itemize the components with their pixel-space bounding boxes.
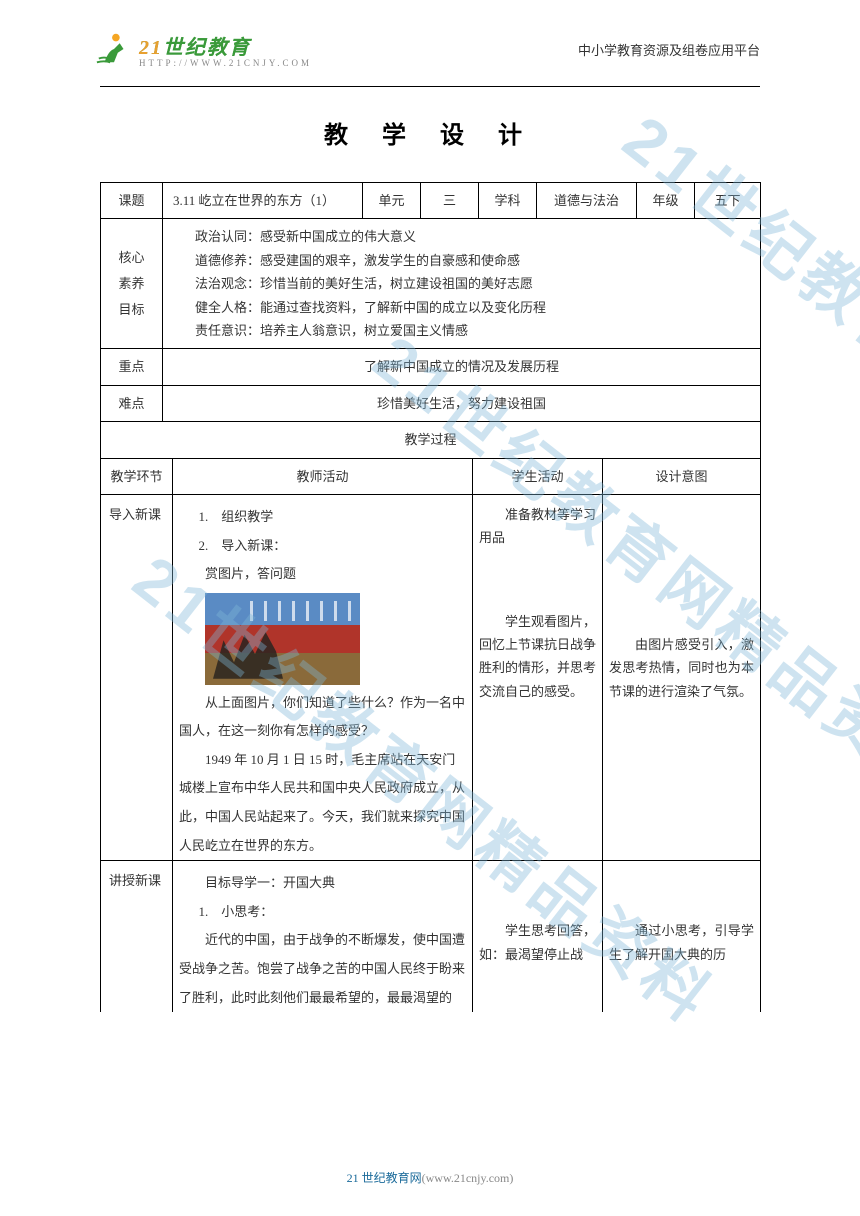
student-line: 学生观看图片，回忆上节课抗日战争胜利的情形，并思考交流自己的感受。 xyxy=(479,610,596,704)
col-teacher: 教师活动 xyxy=(173,459,473,495)
teacher-line: 1. 小思考： xyxy=(179,898,466,927)
cell-subject-value: 道德与法治 xyxy=(537,183,637,219)
header-subtitle: 中小学教育资源及组卷应用平台 xyxy=(578,40,760,59)
footer-brand: 21 世纪教育网 xyxy=(347,1171,422,1185)
teacher-line: 1949 年 10 月 1 日 15 时，毛主席站在天安门城楼上宣布中华人民共和… xyxy=(179,746,466,860)
cell-grade-value: 五下 xyxy=(695,183,761,219)
intent-line: 通过小思考，引导学生了解开国大典的历 xyxy=(609,919,754,966)
table-row: 导入新课 1. 组织教学 2. 导入新课： 赏图片，答问题 从上面图片，你们知道… xyxy=(101,494,761,860)
lesson-plan-table: 课题 3.11 屹立在世界的东方（1） 单元 三 学科 道德与法治 年级 五下 … xyxy=(100,182,761,459)
stage-teach: 讲授新课 xyxy=(101,861,173,1012)
runner-icon xyxy=(95,30,133,68)
teacher-line: 近代的中国，由于战争的不断爆发，使中国遭受战争之苦。饱尝了战争之苦的中国人民终于… xyxy=(179,926,466,1012)
table-row: 教学过程 xyxy=(101,422,761,458)
cell-difficulty-label: 难点 xyxy=(101,385,163,421)
cell-difficulty-value: 珍惜美好生活，努力建设祖国 xyxy=(163,385,761,421)
teacher-line: 从上面图片，你们知道了些什么？作为一名中国人，在这一刻你有怎样的感受？ xyxy=(179,689,466,746)
page-title: 教 学 设 计 xyxy=(0,115,860,150)
cell-core-label: 核心 素养 目标 xyxy=(101,219,163,349)
cell-topic-label: 课题 xyxy=(101,183,163,219)
student-line: 准备教材等学习用品 xyxy=(479,503,596,550)
cell-grade-label: 年级 xyxy=(637,183,695,219)
process-header: 教学过程 xyxy=(101,422,761,458)
cell-subject-label: 学科 xyxy=(479,183,537,219)
table-row: 教学环节 教师活动 学生活动 设计意图 xyxy=(101,459,761,495)
student-line: 学生思考回答，如：最渴望停止战 xyxy=(479,919,596,966)
table-row: 难点 珍惜美好生活，努力建设祖国 xyxy=(101,385,761,421)
logo: 21世纪教育 HTTP://WWW.21CNJY.COM xyxy=(95,30,312,68)
cell-focus-value: 了解新中国成立的情况及发展历程 xyxy=(163,349,761,385)
student-teach: 学生思考回答，如：最渴望停止战 xyxy=(473,861,603,1012)
teacher-line: 目标导学一：开国大典 xyxy=(179,869,466,898)
col-intent: 设计意图 xyxy=(603,459,761,495)
cell-focus-label: 重点 xyxy=(101,349,163,385)
cell-unit-value: 三 xyxy=(421,183,479,219)
spacer xyxy=(609,503,754,633)
teacher-teach: 目标导学一：开国大典 1. 小思考： 近代的中国，由于战争的不断爆发，使中国遭受… xyxy=(173,861,473,1012)
logo-url: HTTP://WWW.21CNJY.COM xyxy=(139,58,312,68)
logo-text: 21世纪教育 xyxy=(139,31,312,60)
cell-unit-label: 单元 xyxy=(363,183,421,219)
spacer xyxy=(479,550,596,610)
cell-topic-value: 3.11 屹立在世界的东方（1） xyxy=(163,183,363,219)
table-row: 讲授新课 目标导学一：开国大典 1. 小思考： 近代的中国，由于战争的不断爆发，… xyxy=(101,861,761,1012)
page-header: 21世纪教育 HTTP://WWW.21CNJY.COM 中小学教育资源及组卷应… xyxy=(0,0,860,78)
table-row: 核心 素养 目标 政治认同：感受新中国成立的伟大意义 道德修养：感受建国的艰辛，… xyxy=(101,219,761,349)
teacher-line: 2. 导入新课： xyxy=(179,532,466,561)
teacher-intro: 1. 组织教学 2. 导入新课： 赏图片，答问题 从上面图片，你们知道了些什么？… xyxy=(173,494,473,860)
intent-teach: 通过小思考，引导学生了解开国大典的历 xyxy=(603,861,761,1012)
core-line: 政治认同：感受新中国成立的伟大意义 xyxy=(169,225,754,248)
teacher-line: 赏图片，答问题 xyxy=(179,560,466,589)
founding-ceremony-image xyxy=(205,593,360,685)
table-row: 课题 3.11 屹立在世界的东方（1） 单元 三 学科 道德与法治 年级 五下 xyxy=(101,183,761,219)
student-intro: 准备教材等学习用品 学生观看图片，回忆上节课抗日战争胜利的情形，并思考交流自己的… xyxy=(473,494,603,860)
process-table: 教学环节 教师活动 学生活动 设计意图 导入新课 1. 组织教学 2. 导入新课… xyxy=(100,459,761,1013)
core-line: 健全人格：能通过查找资料，了解新中国的成立以及变化历程 xyxy=(169,296,754,319)
footer-url: (www.21cnjy.com) xyxy=(422,1171,514,1185)
intent-line: 由图片感受引入，激发思考热情，同时也为本节课的进行渲染了气氛。 xyxy=(609,633,754,703)
header-divider xyxy=(100,86,760,87)
stage-intro: 导入新课 xyxy=(101,494,173,860)
col-stage: 教学环节 xyxy=(101,459,173,495)
core-line: 法治观念：珍惜当前的美好生活，树立建设祖国的美好志愿 xyxy=(169,272,754,295)
table-row: 重点 了解新中国成立的情况及发展历程 xyxy=(101,349,761,385)
spacer xyxy=(479,869,596,919)
core-line: 责任意识：培养主人翁意识，树立爱国主义情感 xyxy=(169,319,754,342)
col-student: 学生活动 xyxy=(473,459,603,495)
intent-intro: 由图片感受引入，激发思考热情，同时也为本节课的进行渲染了气氛。 xyxy=(603,494,761,860)
core-line: 道德修养：感受建国的艰辛，激发学生的自豪感和使命感 xyxy=(169,249,754,272)
spacer xyxy=(609,869,754,919)
teacher-line: 1. 组织教学 xyxy=(179,503,466,532)
cell-core-content: 政治认同：感受新中国成立的伟大意义 道德修养：感受建国的艰辛，激发学生的自豪感和… xyxy=(163,219,761,349)
page-footer: 21 世纪教育网(www.21cnjy.com) xyxy=(0,1169,860,1186)
